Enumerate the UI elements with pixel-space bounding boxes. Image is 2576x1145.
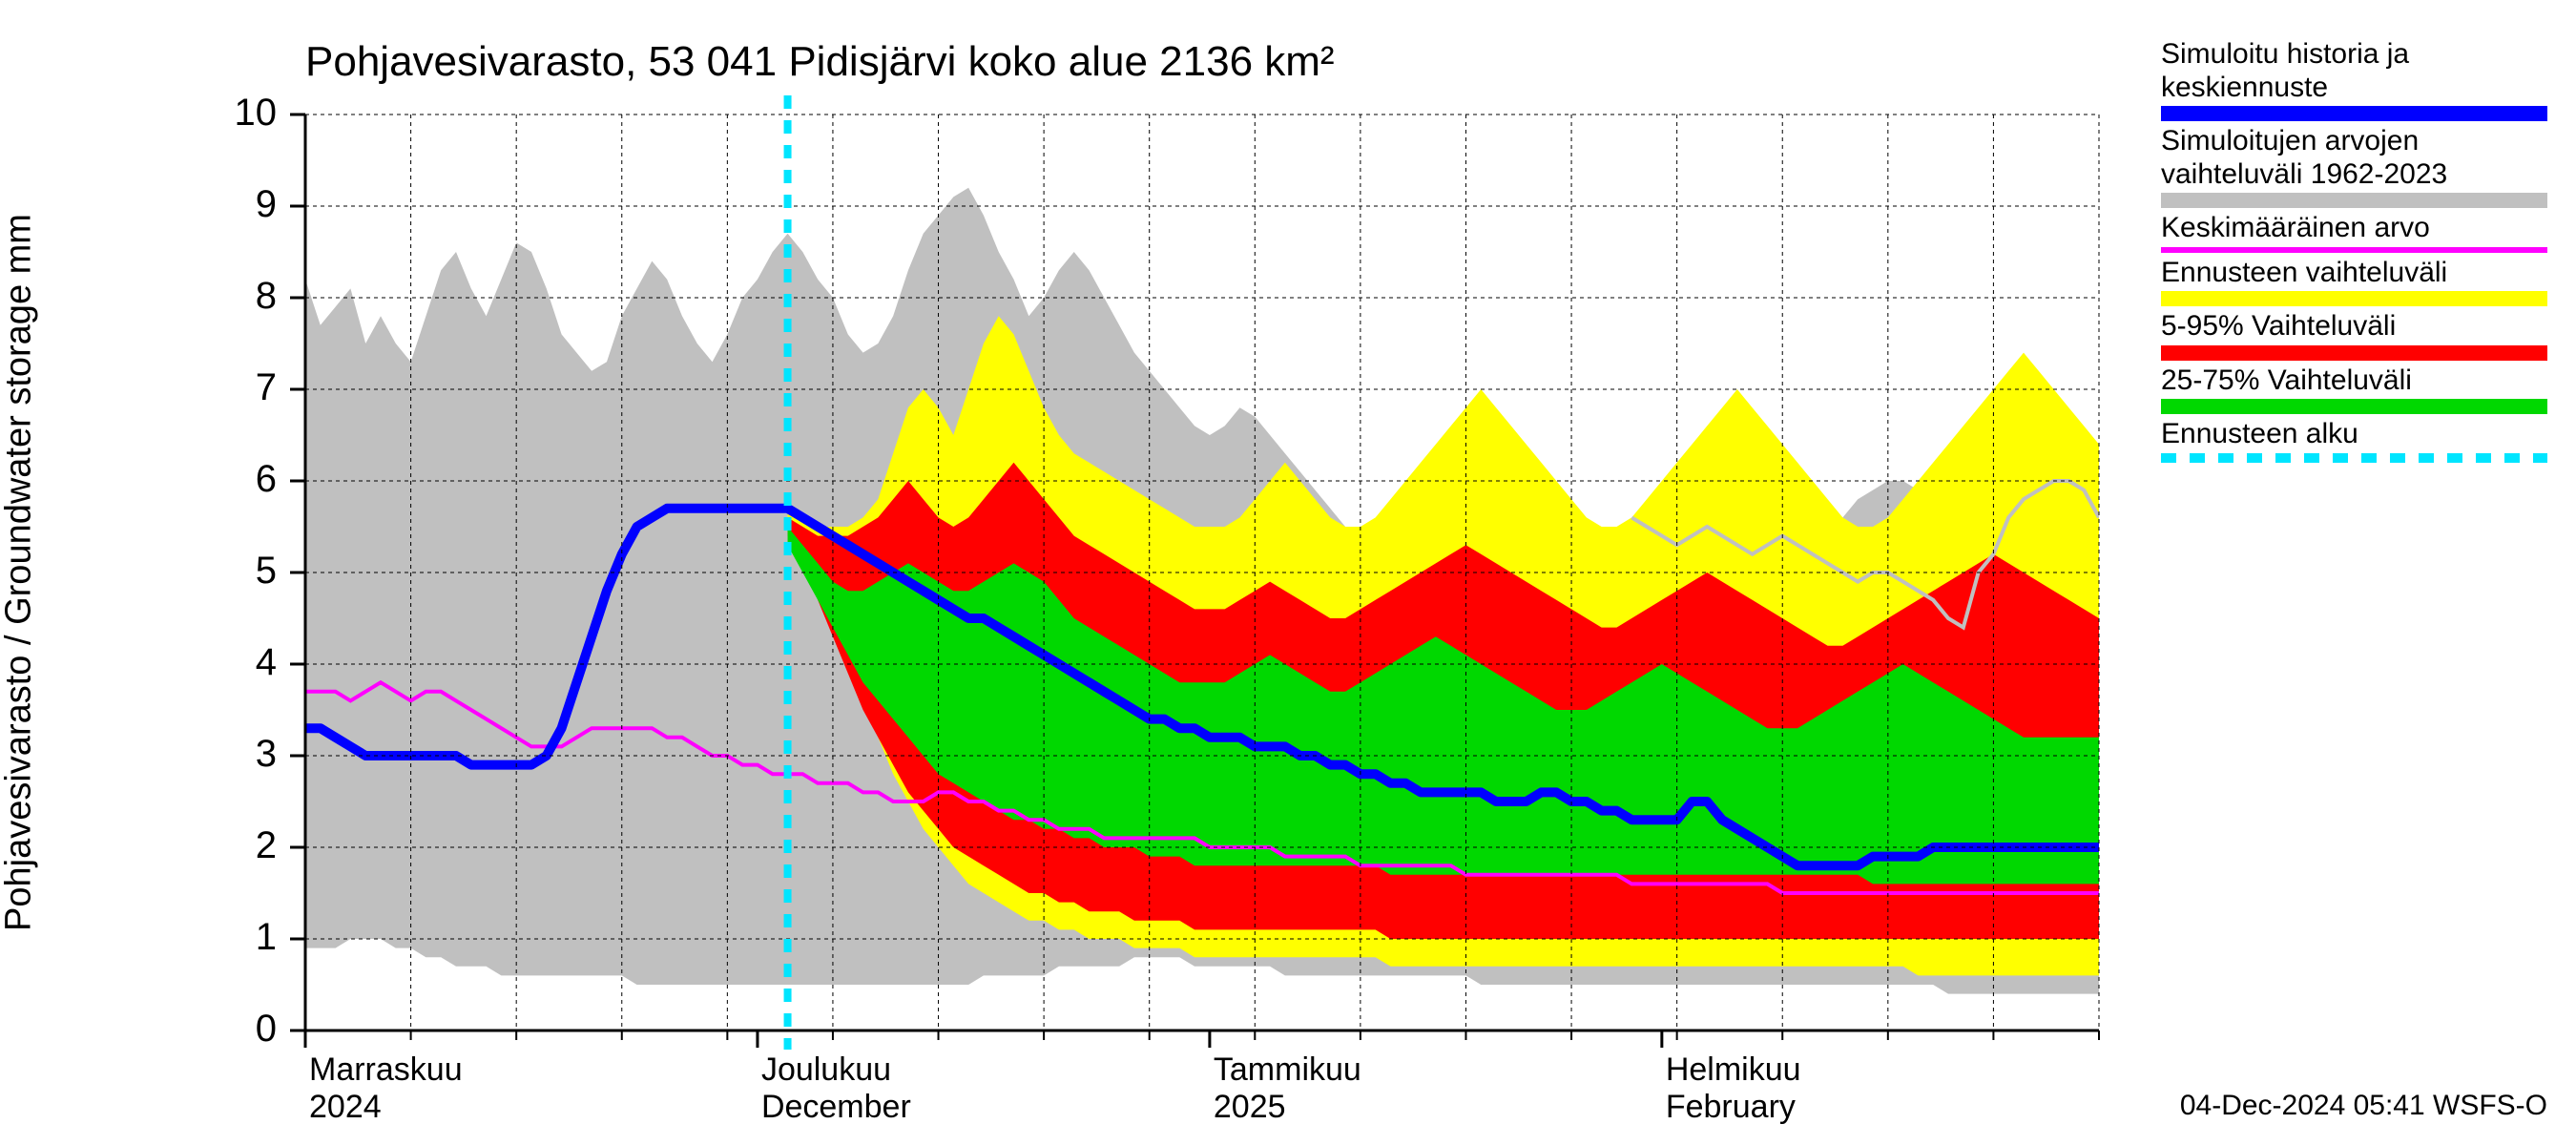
legend-swatch [2161,291,2547,306]
legend-item: Simuloitu historia jakeskiennuste [2161,38,2547,121]
footer-timestamp: 04-Dec-2024 05:41 WSFS-O [2180,1090,2547,1122]
y-tick-label: 10 [219,92,277,135]
legend-text: Simuloitujen arvojen [2161,125,2547,158]
legend-text: 25-75% Vaihteluväli [2161,364,2547,398]
y-tick-label: 8 [219,275,277,318]
legend-swatch [2161,247,2547,253]
y-tick-label: 3 [219,733,277,776]
x-tick-label: Marraskuu2024 [309,1051,463,1126]
y-tick-label: 2 [219,824,277,867]
legend-swatch [2161,106,2547,121]
legend-text: Ennusteen vaihteluväli [2161,257,2547,290]
legend-item: Ennusteen alku [2161,418,2547,463]
legend-item: 5-95% Vaihteluväli [2161,310,2547,361]
x-tick-label: HelmikuuFebruary [1666,1051,1801,1126]
legend-text: vaihteluväli 1962-2023 [2161,158,2547,192]
legend-swatch [2161,345,2547,361]
legend-item: Simuloitujen arvojenvaihteluväli 1962-20… [2161,125,2547,208]
chart-container: Pohjavesivarasto / Groundwater storage m… [0,0,2576,1145]
legend-item: Keskimääräinen arvo [2161,212,2547,253]
legend-text: Ennusteen alku [2161,418,2547,451]
legend: Simuloitu historia jakeskiennusteSimuloi… [2161,38,2547,467]
y-tick-label: 1 [219,916,277,959]
legend-text: 5-95% Vaihteluväli [2161,310,2547,344]
legend-swatch [2161,453,2547,463]
legend-text: keskiennuste [2161,72,2547,105]
legend-text: Keskimääräinen arvo [2161,212,2547,245]
legend-item: 25-75% Vaihteluväli [2161,364,2547,415]
y-tick-label: 7 [219,366,277,409]
y-tick-label: 5 [219,550,277,593]
legend-swatch [2161,399,2547,414]
legend-text: Simuloitu historia ja [2161,38,2547,72]
y-tick-label: 4 [219,641,277,684]
y-tick-label: 0 [219,1008,277,1051]
legend-swatch [2161,193,2547,208]
legend-item: Ennusteen vaihteluväli [2161,257,2547,307]
x-tick-label: JoulukuuDecember [761,1051,911,1126]
x-tick-label: Tammikuu2025 [1214,1051,1361,1126]
y-tick-label: 6 [219,458,277,501]
y-tick-label: 9 [219,183,277,226]
